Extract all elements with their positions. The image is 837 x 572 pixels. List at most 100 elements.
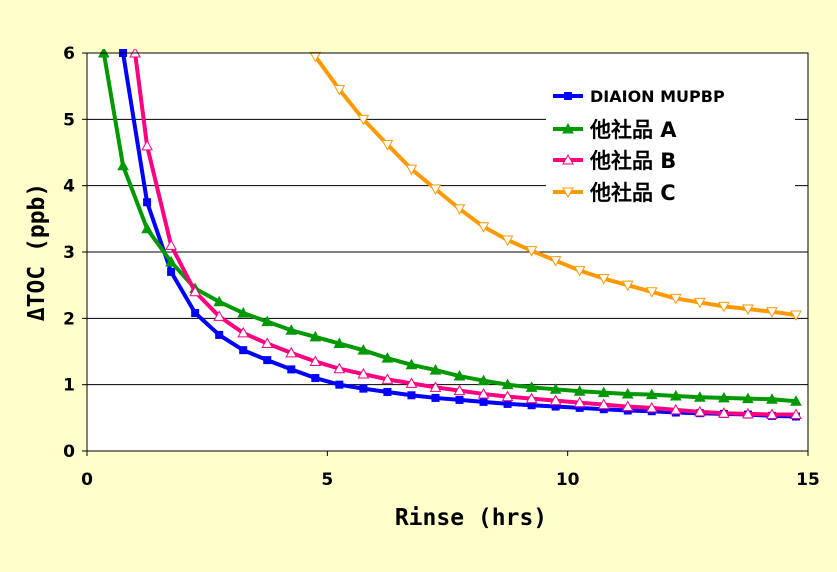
data-point [213,295,226,307]
data-point [141,139,153,151]
series-4 [309,51,802,322]
data-point [333,84,346,96]
series-line [101,52,797,404]
data-point [261,315,274,327]
x-tick-label: 10 [556,470,580,490]
data-point [167,267,176,276]
data-point [357,114,370,126]
data-point [742,304,754,316]
legend-label: 他社品 C [589,181,676,205]
data-point [453,384,466,396]
data-point [501,378,514,390]
data-point [597,274,610,285]
data-point [718,391,730,403]
data-point [165,239,177,250]
legend-box [546,75,795,237]
legend-entry: 他社品 A [553,118,677,142]
data-point [549,383,562,394]
data-point [790,408,802,420]
data-point [429,381,442,392]
data-point [333,362,346,374]
data-point [742,392,754,404]
legend: DIAION MUPBP 他社品 A 他社品 B 他社品 C [546,75,795,237]
data-point [718,301,730,313]
data-point [309,355,322,366]
data-point [237,306,250,318]
x-tick-label: 5 [321,470,333,490]
data-point [189,285,201,297]
data-point [766,408,778,420]
data-point [429,364,442,375]
data-point [309,51,322,63]
data-point [453,370,466,381]
series-layer [97,49,802,421]
data-point [669,389,682,401]
data-point [191,309,200,318]
data-point [525,246,538,257]
data-point [477,222,490,233]
legend-label: 他社品 A [589,118,677,142]
data-point [453,204,466,215]
data-point [573,385,586,396]
data-point [215,330,224,339]
legend-entry: DIAION MUPBP [553,87,725,106]
data-point [766,307,778,318]
axis-ticks: 0 1 2 3 4 5 6 0 5 10 15 [63,44,820,490]
gridlines [87,118,808,386]
legend-entry: 他社品 C [553,181,676,205]
x-tick-label: 15 [796,470,820,490]
legend-entry: 他社品 B [553,149,676,173]
data-point [718,407,730,418]
y-tick-label: 2 [63,309,75,329]
data-point [621,280,634,292]
data-point [645,287,658,298]
data-point [669,293,682,305]
data-point [669,403,682,415]
data-point [287,365,296,374]
data-point [285,324,298,335]
data-point [117,159,129,171]
data-point [694,391,706,402]
data-point [790,310,802,322]
data-point [429,184,442,196]
data-point [573,396,586,408]
data-point [405,164,418,176]
data-point [694,297,706,309]
y-tick-label: 6 [63,44,75,64]
series-1 [119,49,800,421]
data-point [621,400,634,412]
data-point [405,358,418,370]
data-point [477,387,490,399]
y-tick-label: 1 [63,376,75,396]
data-point [503,399,512,408]
data-point [143,198,152,207]
x-tick-label: 0 [81,470,93,490]
data-point [621,387,634,399]
data-point [381,373,394,384]
data-point [597,386,610,398]
data-point [263,356,272,365]
data-point [501,390,514,402]
data-point [311,374,320,383]
data-point [335,380,344,389]
data-point [405,377,418,388]
data-point [261,337,274,349]
data-point [165,255,177,267]
data-point [766,393,778,404]
data-point [645,401,658,413]
data-point [479,397,488,406]
legend-marker [562,153,574,165]
legend-marker [562,122,574,134]
data-point [239,346,248,355]
y-tick-label: 0 [63,442,75,462]
data-point [501,235,514,247]
data-point [431,393,440,402]
y-axis-title: ΔTOC (ppb) [24,183,50,321]
y-tick-label: 3 [63,243,75,263]
y-tick-label: 4 [63,177,75,197]
legend-marker [564,92,572,100]
data-point [141,222,153,234]
data-point [381,352,394,363]
data-point [525,392,538,404]
data-point [333,337,346,349]
